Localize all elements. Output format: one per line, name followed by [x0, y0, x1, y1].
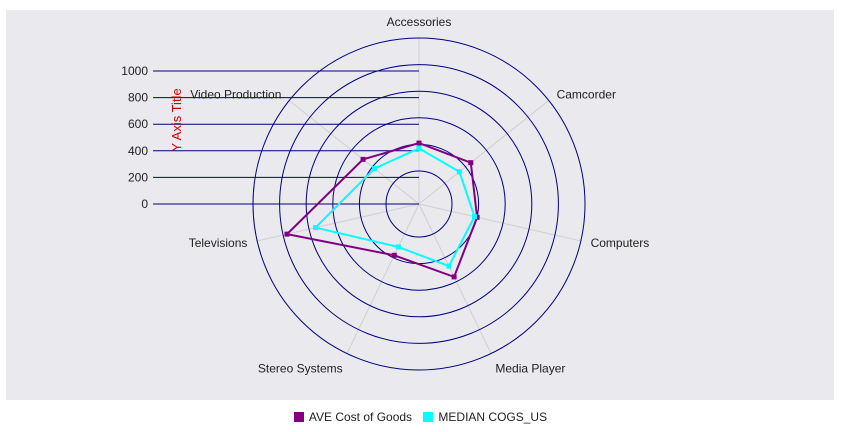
data-point-series-2 — [371, 165, 377, 171]
series-line-1 — [284, 142, 479, 279]
tick-label: 200 — [128, 170, 148, 184]
grid-ring — [252, 37, 586, 371]
legend-swatch-series-1 — [293, 412, 304, 422]
tick-label: 1000 — [121, 64, 148, 78]
spoke-line — [257, 203, 420, 242]
category-label: Accessories — [387, 15, 452, 29]
legend-item-series-2: MEDIAN COGS_US — [423, 410, 547, 424]
category-label: Stereo Systems — [258, 362, 343, 376]
spoke-line — [288, 100, 420, 205]
data-point-series-2 — [456, 169, 462, 175]
tick-label: 600 — [128, 117, 148, 131]
data-point-series-1 — [284, 231, 290, 237]
legend-label-series-2: MEDIAN COGS_US — [438, 410, 548, 424]
data-point-series-2 — [446, 263, 452, 269]
grid-ring — [305, 90, 533, 318]
data-point-series-1 — [391, 252, 397, 258]
data-point-series-1 — [416, 140, 422, 146]
data-point-series-2 — [313, 225, 319, 231]
spoke-line — [418, 203, 581, 242]
legend-label-series-1: AVE Cost of Goods — [308, 410, 413, 424]
tick-label: 400 — [128, 144, 148, 158]
data-point-series-2 — [395, 244, 401, 250]
data-point-series-1 — [474, 214, 480, 220]
category-label: Computers — [591, 236, 650, 250]
tick-label: 0 — [141, 197, 148, 211]
category-label: Video Production — [190, 87, 281, 101]
spoke-line — [346, 203, 420, 354]
legend-swatch-series-2 — [423, 412, 434, 422]
data-point-series-1 — [451, 274, 457, 280]
data-point-series-2 — [416, 145, 422, 151]
category-label: Televisions — [189, 236, 248, 250]
tick-label: 800 — [128, 91, 148, 105]
series-line-2 — [313, 147, 476, 268]
data-point-series-2 — [472, 214, 478, 220]
grid-ring — [279, 64, 559, 344]
spoke-line — [418, 100, 550, 205]
category-label: Media Player — [495, 362, 565, 376]
data-point-series-1 — [468, 160, 474, 166]
grid-ring — [332, 117, 506, 291]
legend-item-series-1: AVE Cost of Goods — [293, 410, 413, 424]
legend: AVE Cost of Goods MEDIAN COGS_US — [0, 410, 841, 425]
y-axis-title: Y Axis Title — [169, 88, 184, 151]
category-label: Camcorder — [557, 87, 616, 101]
data-point-series-1 — [360, 156, 366, 162]
